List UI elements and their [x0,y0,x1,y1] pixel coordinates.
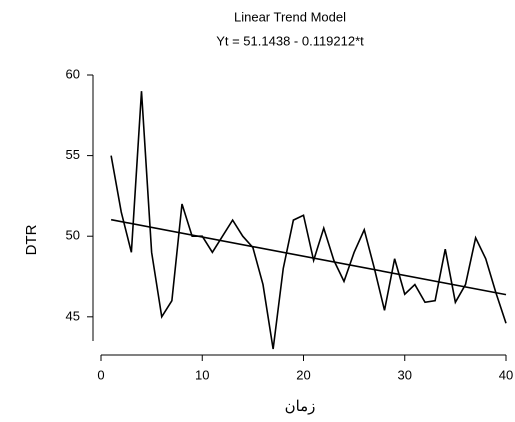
y-tick-label: 50 [66,228,80,243]
x-axis-label: زمان [285,398,316,415]
y-axis-label: DTR [23,224,40,255]
chart-title: Linear Trend Model [234,9,346,24]
trend-line [110,218,507,296]
y-tick-label: 60 [66,66,80,81]
chart-subtitle: Yt = 51.1438 - 0.119212*t [216,33,364,48]
x-tick-label: 20 [296,367,310,382]
y-tick-label: 45 [66,308,80,323]
x-tick-label: 30 [398,367,412,382]
x-tick-label: 0 [97,367,104,382]
x-tick-label: 10 [195,367,209,382]
y-tick-label: 55 [66,147,80,162]
data-line [110,91,507,350]
x-tick-label: 40 [499,367,513,382]
